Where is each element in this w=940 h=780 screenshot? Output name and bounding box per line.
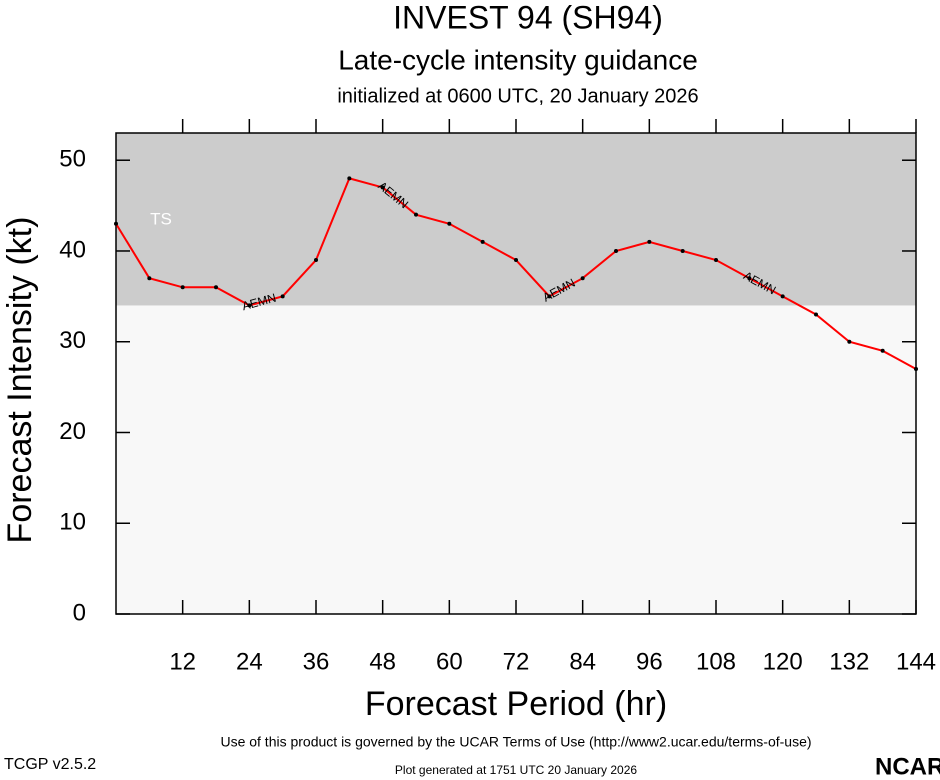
y-tick-label: 30 bbox=[59, 327, 86, 354]
x-tick-label: 96 bbox=[636, 648, 663, 675]
y-tick-label: 0 bbox=[73, 599, 86, 626]
chart-subtitle: Late-cycle intensity guidance bbox=[338, 44, 698, 75]
data-point bbox=[447, 221, 452, 226]
x-tick-label: 24 bbox=[236, 648, 263, 675]
data-point bbox=[514, 258, 518, 263]
data-point bbox=[314, 258, 318, 263]
data-point bbox=[914, 366, 918, 371]
data-point bbox=[547, 294, 552, 299]
data-point bbox=[714, 258, 718, 263]
version: TCGP v2.5.2 bbox=[4, 756, 96, 773]
logo: NCAR bbox=[875, 753, 940, 780]
data-point bbox=[480, 239, 485, 244]
y-axis-label: Forecast Intensity (kt) bbox=[1, 217, 39, 544]
data-point bbox=[780, 294, 785, 299]
init-time: initialized at 0600 UTC, 20 January 2026 bbox=[337, 85, 698, 107]
data-point bbox=[180, 285, 185, 290]
data-point bbox=[647, 239, 652, 244]
data-point bbox=[680, 248, 685, 253]
data-point bbox=[880, 348, 885, 353]
footer: Use of this product is governed by the U… bbox=[220, 734, 811, 750]
y-tick-label: 20 bbox=[59, 418, 86, 445]
y-tick-label: 50 bbox=[59, 146, 86, 173]
band-label: TS bbox=[150, 209, 172, 228]
data-point bbox=[280, 294, 285, 299]
x-tick-label: 36 bbox=[303, 648, 330, 675]
data-point bbox=[580, 276, 585, 281]
x-tick-label: 48 bbox=[369, 648, 396, 675]
intensity-band bbox=[116, 133, 916, 306]
data-point bbox=[847, 339, 852, 344]
plot-frame bbox=[115, 132, 917, 615]
data-point bbox=[347, 176, 352, 181]
data-point bbox=[147, 276, 152, 281]
data-point bbox=[747, 276, 752, 281]
data-point bbox=[414, 212, 418, 217]
data-point bbox=[114, 221, 118, 226]
generated: Plot generated at 1751 UTC 20 January 20… bbox=[395, 763, 637, 777]
chart-title: INVEST 94 (SH94) bbox=[393, 0, 663, 35]
x-tick-label: 12 bbox=[169, 648, 196, 675]
x-tick-label: 144 bbox=[896, 648, 936, 675]
data-point bbox=[814, 312, 818, 317]
data-point bbox=[380, 185, 385, 190]
x-tick-label: 132 bbox=[829, 648, 869, 675]
y-tick-label: 40 bbox=[59, 236, 86, 263]
x-tick-label: 120 bbox=[763, 648, 803, 675]
data-point bbox=[614, 248, 618, 253]
x-tick-label: 84 bbox=[569, 648, 596, 675]
x-tick-label: 108 bbox=[696, 648, 736, 675]
data-point bbox=[214, 285, 218, 290]
y-tick-label: 10 bbox=[59, 509, 86, 536]
x-tick-label: 60 bbox=[436, 648, 463, 675]
data-point bbox=[247, 303, 252, 308]
x-tick-label: 72 bbox=[503, 648, 530, 675]
x-axis-label: Forecast Period (hr) bbox=[365, 685, 667, 723]
